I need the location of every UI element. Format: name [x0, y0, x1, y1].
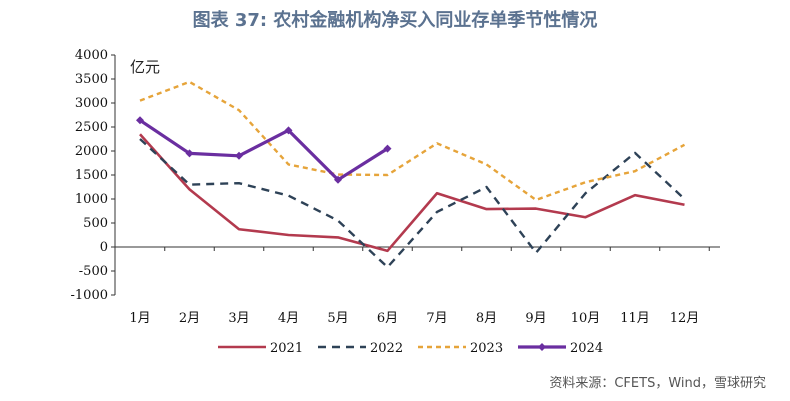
x-tick-label: 1月	[129, 311, 150, 326]
y-tick-label: -1000	[71, 288, 108, 303]
y-tick-label: 500	[83, 216, 108, 231]
y-tick-label: 4000	[75, 48, 108, 63]
series-line-2023	[139, 80, 686, 202]
y-tick-label: 3000	[75, 96, 108, 111]
legend-label-2022: 2022	[370, 341, 403, 356]
x-tick-label: 9月	[525, 311, 546, 326]
series-line-2021	[139, 133, 685, 253]
series-point-2024	[235, 151, 243, 160]
legend-label-2021: 2021	[270, 341, 303, 356]
x-tick-label: 7月	[426, 311, 447, 326]
series-point-2024	[383, 144, 392, 153]
series-point-2024	[284, 126, 293, 135]
x-tick-label: 11月	[620, 311, 650, 326]
y-tick-label: 0	[100, 240, 108, 255]
y-tick-label: 2500	[75, 120, 108, 135]
x-tick-label: 2月	[179, 311, 200, 326]
x-tick-label: 8月	[476, 311, 497, 326]
x-tick-label: 12月	[670, 311, 700, 326]
y-tick-label: 1000	[75, 192, 108, 207]
y-axis-unit-label: 亿元	[130, 58, 161, 76]
y-tick-label: 3500	[75, 72, 108, 87]
y-tick-label: -500	[79, 264, 108, 279]
x-tick-label: 10月	[571, 311, 601, 326]
series-point-2024	[334, 175, 342, 184]
series-line-2022	[139, 138, 686, 269]
y-tick-label: 2000	[75, 144, 108, 159]
legend-label-2024: 2024	[570, 341, 603, 356]
x-tick-label: 5月	[327, 311, 348, 326]
x-tick-label: 4月	[278, 311, 299, 326]
legend-marker-2024	[538, 343, 546, 351]
source-note: 资料来源：CFETS，Wind，雪球研究	[549, 376, 766, 391]
series-point-2024	[185, 149, 194, 158]
series-point-2024	[136, 116, 144, 125]
y-tick-label: 1500	[75, 168, 108, 183]
chart-title: 图表 37: 农村金融机构净买入同业存单季节性情况	[192, 10, 598, 31]
x-tick-label: 3月	[228, 311, 249, 326]
x-tick-label: 6月	[377, 311, 398, 326]
legend-label-2023: 2023	[470, 341, 503, 356]
series-line-2024	[139, 118, 389, 182]
